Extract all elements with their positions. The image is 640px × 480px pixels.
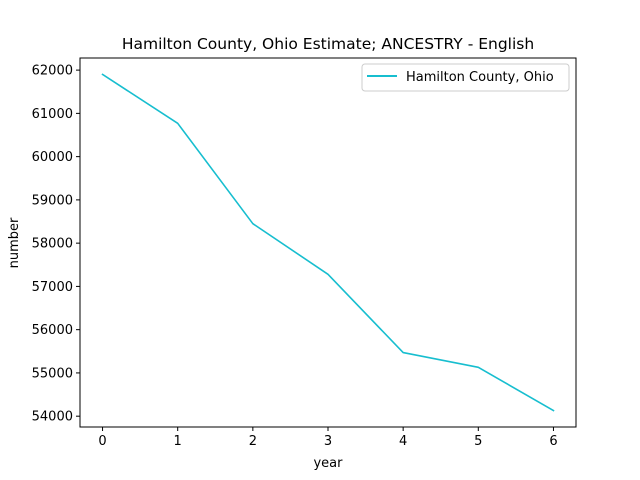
y-tick-label: 57000 [32,280,73,295]
y-tick-label: 59000 [32,193,73,208]
plot-frame [79,57,577,428]
x-tick-label: 5 [474,434,482,449]
y-tick-label: 62000 [32,64,73,79]
x-tick-label: 3 [324,434,332,449]
chart-title: Hamilton County, Ohio Estimate; ANCESTRY… [122,35,534,53]
y-axis: 54000 55000 56000 57000 58000 59000 60000 61000… [32,64,80,425]
x-tick-label: 4 [399,434,407,449]
x-tick-label: 6 [549,434,557,449]
x-axis: 0 1 2 3 4 5 6 [98,427,558,449]
y-axis-label: number [7,217,22,268]
y-tick-label: 54000 [32,410,73,425]
y-tick-label: 61000 [32,107,73,122]
legend-label: Hamilton County, Ohio [406,70,554,85]
y-tick-label: 56000 [32,323,73,338]
legend-box [361,63,570,92]
series-line-0 [101,73,555,412]
y-tick-label: 58000 [32,237,73,252]
x-tick-label: 2 [249,434,257,449]
legend: Hamilton County, Ohio [361,63,570,92]
x-tick-label: 1 [174,434,182,449]
x-tick-label: 0 [98,434,106,449]
x-axis-label: year [313,456,343,471]
y-tick-label: 55000 [32,366,73,381]
series-layer [101,73,555,412]
y-tick-label: 60000 [32,150,73,165]
